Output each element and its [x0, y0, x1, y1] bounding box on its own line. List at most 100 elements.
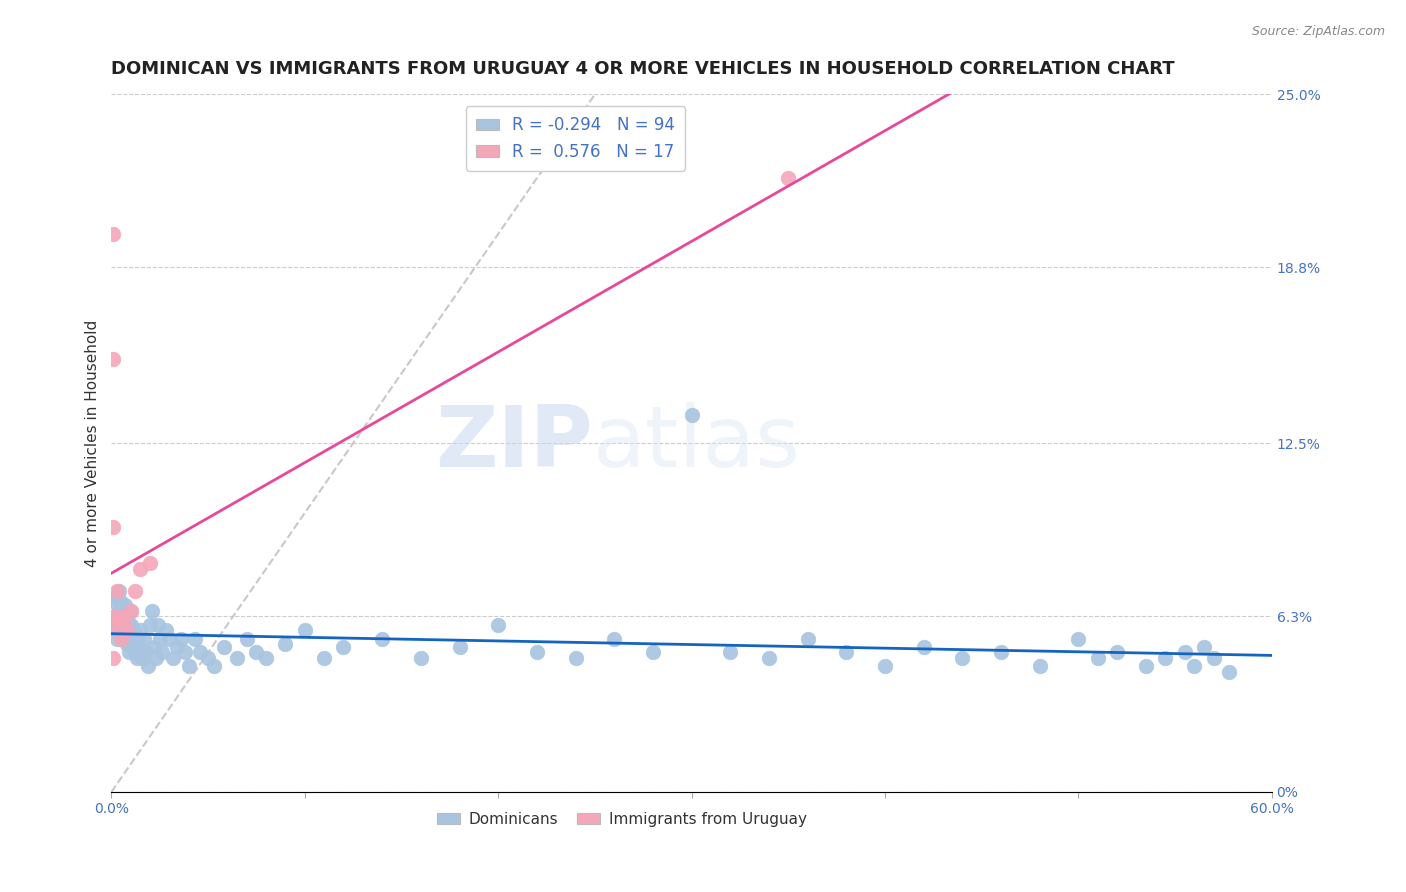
Point: [139, 617, 162, 632]
Point: [1182, 659, 1205, 673]
Point: [120, 604, 142, 618]
Point: [1192, 640, 1215, 654]
Point: [149, 632, 172, 646]
Point: [314, 651, 336, 665]
Legend: Dominicans, Immigrants from Uruguay: Dominicans, Immigrants from Uruguay: [430, 806, 813, 833]
Point: [104, 595, 127, 609]
Point: [950, 651, 973, 665]
Point: [145, 651, 167, 665]
Point: [778, 171, 800, 186]
Point: [1028, 659, 1050, 673]
Point: [1067, 632, 1090, 646]
Point: [115, 623, 138, 637]
Point: [120, 617, 142, 632]
Point: [110, 632, 132, 646]
Point: [103, 617, 125, 632]
Point: [912, 640, 935, 654]
Point: [115, 623, 138, 637]
Point: [159, 632, 181, 646]
Text: ZIP: ZIP: [436, 401, 593, 484]
Point: [120, 604, 142, 618]
Point: [796, 632, 818, 646]
Point: [236, 632, 259, 646]
Point: [124, 626, 146, 640]
Point: [190, 645, 212, 659]
Text: atlas: atlas: [593, 401, 801, 484]
Point: [104, 623, 127, 637]
Point: [1105, 645, 1128, 659]
Point: [332, 640, 354, 654]
Point: [155, 623, 177, 637]
Point: [104, 609, 127, 624]
Point: [162, 651, 184, 665]
Point: [718, 645, 741, 659]
Point: [681, 409, 703, 423]
Point: [108, 612, 131, 626]
Point: [108, 584, 131, 599]
Point: [105, 609, 128, 624]
Point: [135, 645, 157, 659]
Point: [136, 659, 159, 673]
Point: [254, 651, 277, 665]
Point: [873, 659, 896, 673]
Point: [170, 632, 193, 646]
Point: [150, 645, 173, 659]
Point: [139, 556, 162, 570]
Point: [1218, 665, 1240, 679]
Point: [125, 632, 148, 646]
Point: [1154, 651, 1177, 665]
Point: [486, 617, 509, 632]
Point: [197, 651, 219, 665]
Point: [142, 640, 165, 654]
Point: [105, 584, 128, 599]
Point: [124, 584, 146, 599]
Point: [603, 632, 626, 646]
Point: [409, 651, 432, 665]
Point: [835, 645, 858, 659]
Point: [202, 659, 225, 673]
Point: [141, 604, 163, 618]
Point: [526, 645, 548, 659]
Point: [114, 598, 136, 612]
Point: [1202, 651, 1225, 665]
Point: [121, 640, 143, 654]
Point: [245, 645, 267, 659]
Point: [114, 612, 136, 626]
Point: [103, 227, 125, 241]
Point: [131, 651, 153, 665]
Point: [103, 520, 125, 534]
Point: [1135, 659, 1157, 673]
Point: [118, 617, 141, 632]
Point: [121, 623, 143, 637]
Point: [177, 659, 200, 673]
Text: DOMINICAN VS IMMIGRANTS FROM URUGUAY 4 OR MORE VEHICLES IN HOUSEHOLD CORRELATION: DOMINICAN VS IMMIGRANTS FROM URUGUAY 4 O…: [111, 60, 1175, 78]
Point: [371, 632, 394, 646]
Point: [449, 640, 471, 654]
Point: [129, 623, 152, 637]
Point: [111, 617, 134, 632]
Point: [125, 651, 148, 665]
Point: [114, 623, 136, 637]
Point: [111, 604, 134, 618]
Point: [758, 651, 780, 665]
Point: [174, 645, 197, 659]
Point: [103, 651, 125, 665]
Point: [103, 352, 125, 367]
Point: [294, 623, 316, 637]
Point: [1174, 645, 1197, 659]
Point: [1087, 651, 1109, 665]
Point: [110, 623, 132, 637]
Point: [146, 617, 169, 632]
Point: [108, 604, 131, 618]
Point: [103, 612, 125, 626]
Point: [108, 617, 131, 632]
Point: [115, 637, 138, 651]
Point: [129, 562, 152, 576]
Point: [111, 632, 134, 646]
Point: [105, 590, 128, 604]
Point: [226, 651, 249, 665]
Point: [990, 645, 1012, 659]
Point: [564, 651, 586, 665]
Point: [134, 632, 156, 646]
Y-axis label: 4 or more Vehicles in Household: 4 or more Vehicles in Household: [86, 319, 100, 566]
